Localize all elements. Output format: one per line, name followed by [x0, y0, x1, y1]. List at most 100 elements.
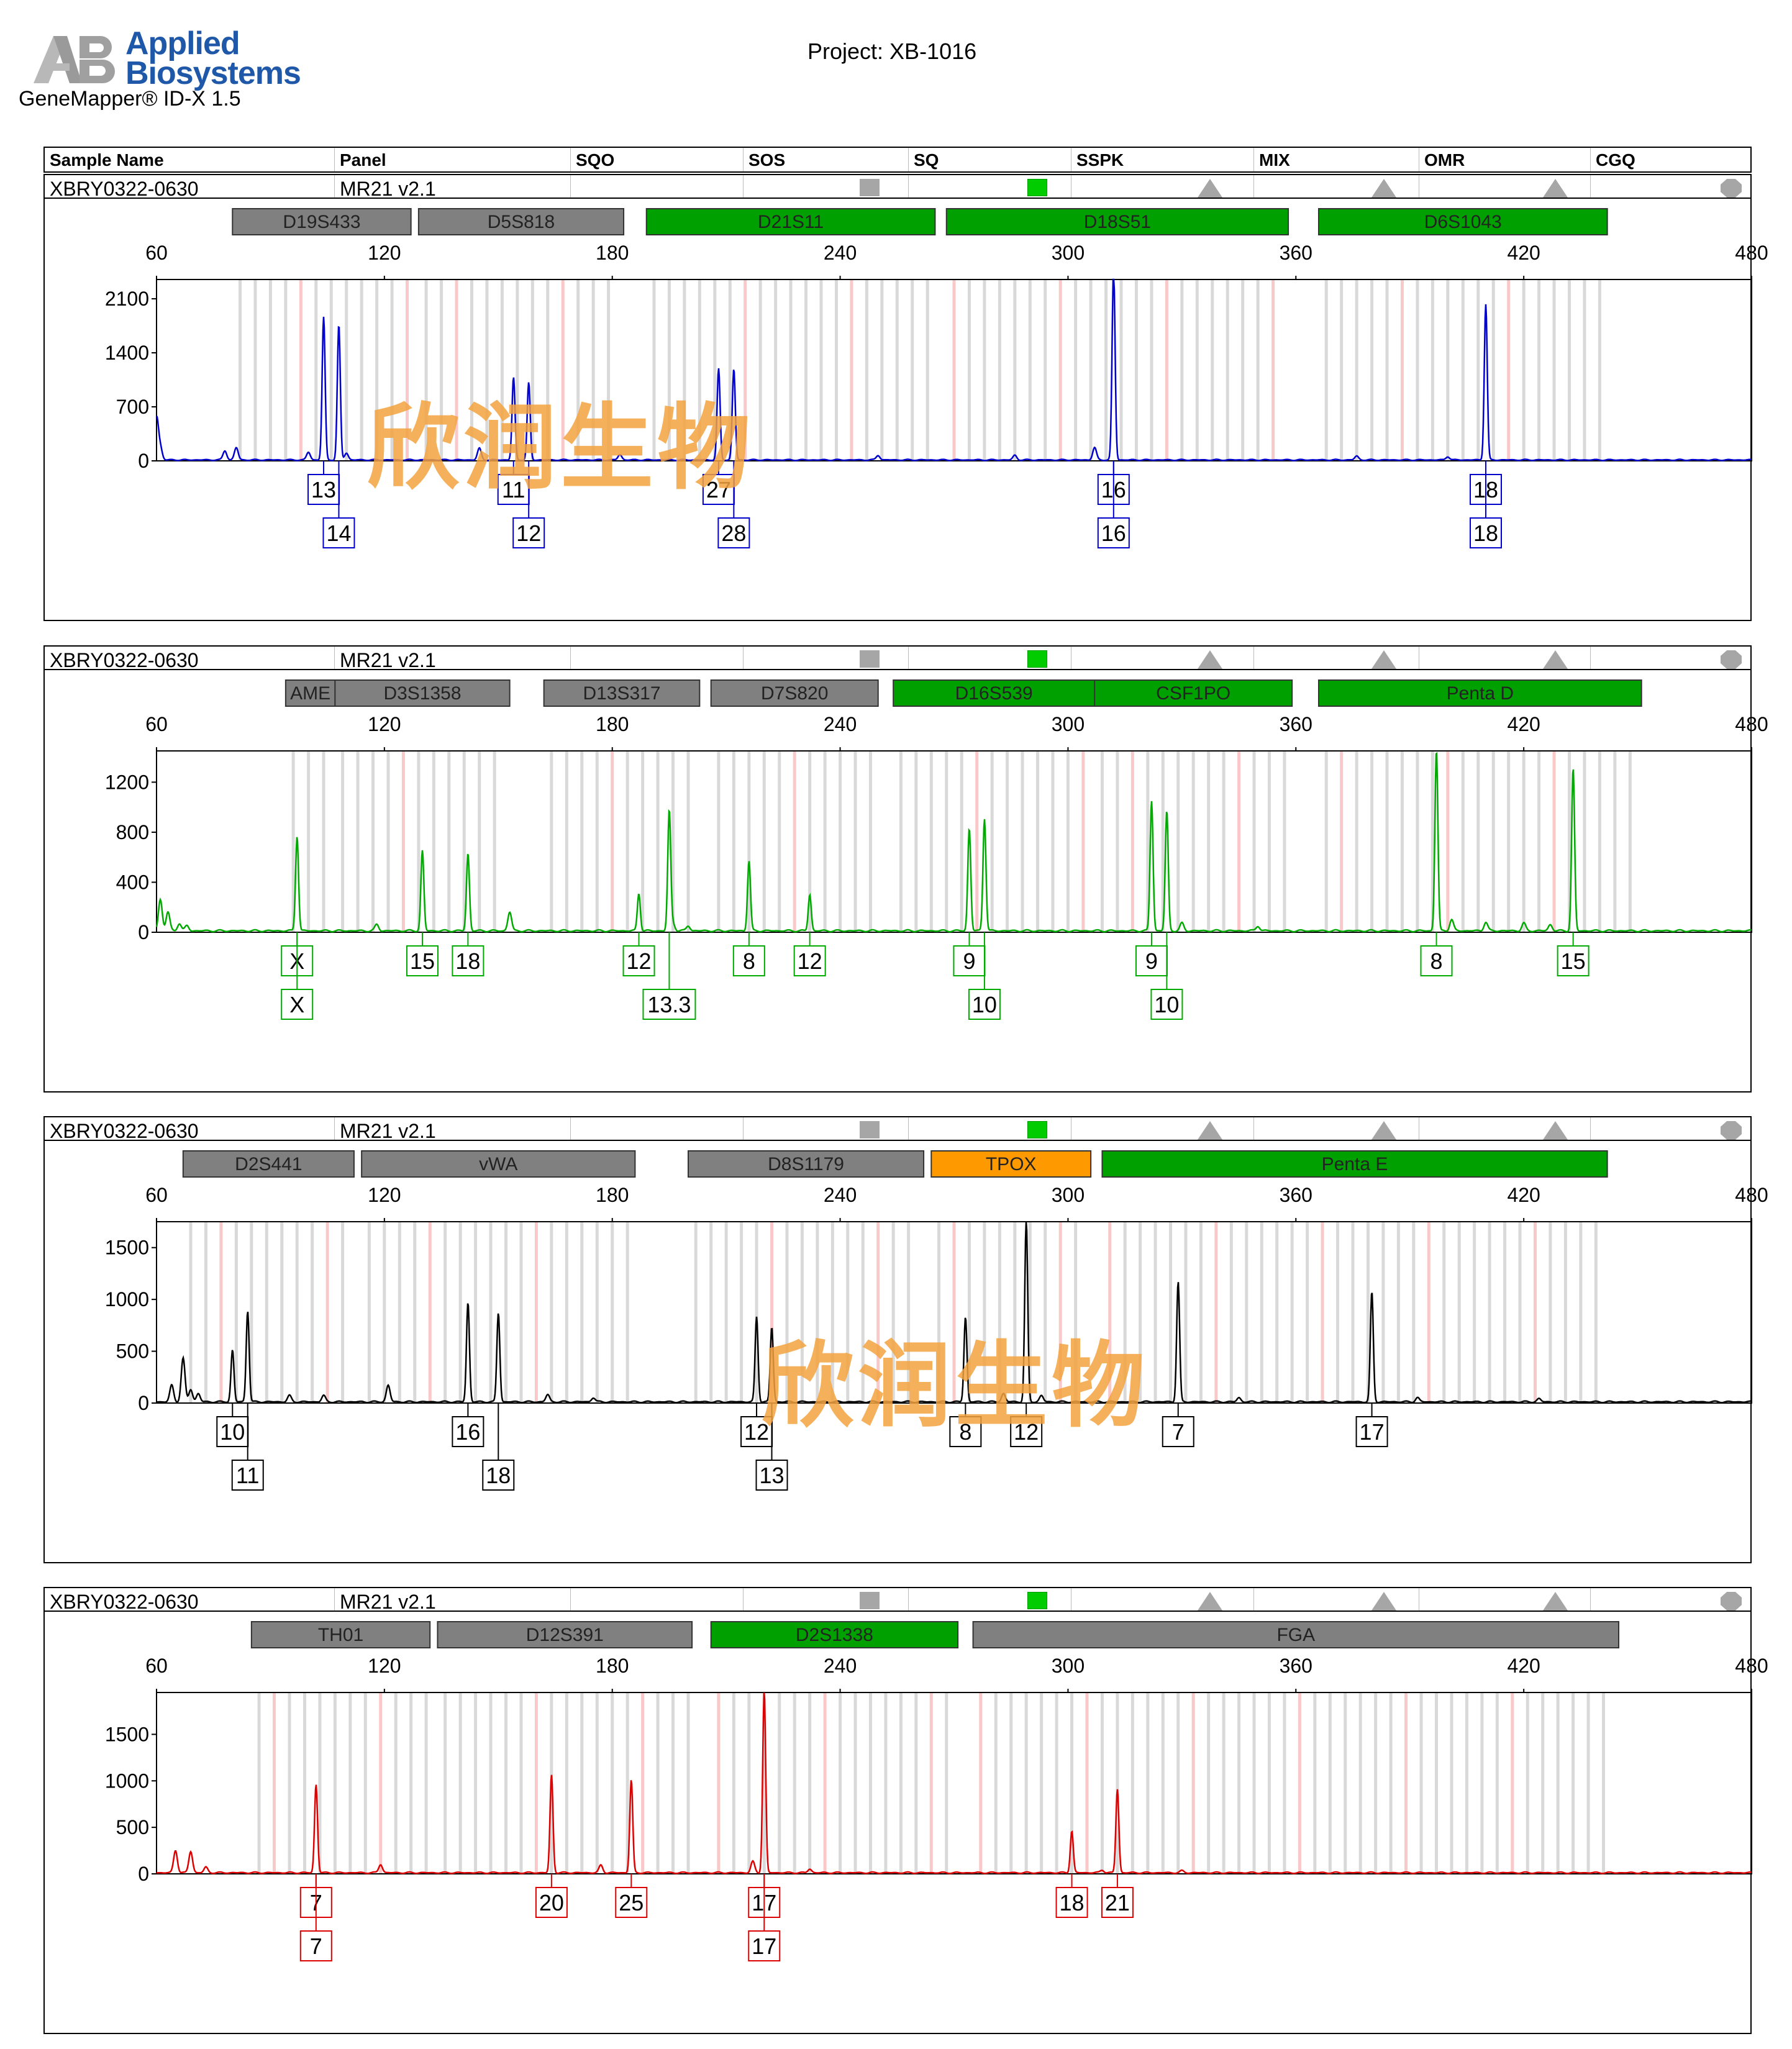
- sq-status-icon[interactable]: [1027, 1592, 1047, 1609]
- allele-call-label[interactable]: 17: [748, 1874, 781, 1961]
- allele-call-text: 8: [743, 948, 755, 974]
- marker-d5s818[interactable]: D5S818: [417, 208, 625, 235]
- allele-call-label[interactable]: 10: [216, 1403, 249, 1447]
- marker-d19s433[interactable]: D19S433: [232, 208, 412, 235]
- allele-call-label[interactable]: 12: [1010, 1403, 1043, 1447]
- column-omr[interactable]: OMR: [1419, 148, 1590, 171]
- mix-status-icon[interactable]: [1371, 1592, 1396, 1611]
- allele-call-label[interactable]: 15: [406, 932, 439, 976]
- cgq-status-icon[interactable]: [1721, 1121, 1742, 1140]
- allele-call-label[interactable]: 9: [1135, 932, 1168, 976]
- x-tick-label: 180: [596, 713, 629, 735]
- omr-status-icon[interactable]: [1543, 650, 1568, 669]
- cgq-status-icon[interactable]: [1721, 650, 1742, 669]
- marker-ame[interactable]: AME: [284, 679, 336, 707]
- marker-d2s441[interactable]: D2S441: [182, 1150, 355, 1178]
- allele-call-label[interactable]: 7: [299, 1874, 332, 1961]
- allele-call-text: 12: [744, 1419, 769, 1445]
- allele-call-label[interactable]: 12: [512, 461, 545, 548]
- sspk-status-icon[interactable]: [1198, 1121, 1222, 1140]
- marker-d6s1043[interactable]: D6S1043: [1317, 208, 1608, 235]
- marker-d7s820[interactable]: D7S820: [710, 679, 879, 707]
- allele-call-label[interactable]: 9: [953, 932, 986, 976]
- marker-d16s539[interactable]: D16S539: [893, 679, 1096, 707]
- allele-call-label[interactable]: 25: [615, 1874, 648, 1918]
- cgq-status-icon[interactable]: [1721, 179, 1742, 198]
- marker-d2s1338[interactable]: D2S1338: [710, 1621, 959, 1648]
- allele-call-label[interactable]: 18: [482, 1403, 515, 1491]
- omr-status-icon[interactable]: [1543, 1592, 1568, 1611]
- sspk-status-icon[interactable]: [1198, 1592, 1222, 1611]
- sq-status-icon[interactable]: [1027, 1121, 1047, 1138]
- allele-call-label[interactable]: 14: [322, 461, 355, 548]
- marker-fga[interactable]: FGA: [972, 1621, 1619, 1648]
- allele-call-label[interactable]: 17: [1355, 1403, 1388, 1447]
- allele-call-label[interactable]: 12: [740, 1403, 773, 1447]
- column-sample-name[interactable]: Sample Name: [50, 150, 164, 170]
- marker-vwa[interactable]: vWA: [361, 1150, 636, 1178]
- marker-penta-d[interactable]: Penta D: [1317, 679, 1642, 707]
- sos-status-icon[interactable]: [860, 1592, 880, 1609]
- marker-d18s51[interactable]: D18S51: [945, 208, 1289, 235]
- column-divider: [908, 175, 909, 198]
- allele-call-label[interactable]: 8: [732, 932, 765, 976]
- column-sq[interactable]: SQ: [908, 148, 1071, 171]
- sos-status-icon[interactable]: [860, 650, 880, 668]
- sspk-status-icon[interactable]: [1198, 650, 1222, 669]
- column-panel[interactable]: Panel: [334, 148, 570, 171]
- marker-d8s1179[interactable]: D8S1179: [688, 1150, 925, 1178]
- sspk-status-icon[interactable]: [1198, 179, 1222, 198]
- mix-status-icon[interactable]: [1371, 1121, 1396, 1140]
- allele-call-label[interactable]: 13: [755, 1403, 788, 1491]
- mix-status-icon[interactable]: [1371, 179, 1396, 198]
- allele-bins: [257, 1692, 1606, 1874]
- allele-call-label[interactable]: 20: [535, 1874, 568, 1918]
- marker-tpox[interactable]: TPOX: [930, 1150, 1092, 1178]
- column-sos[interactable]: SOS: [743, 148, 908, 171]
- sq-status-icon[interactable]: [1027, 650, 1047, 668]
- allele-call-label[interactable]: 21: [1101, 1874, 1134, 1918]
- allele-call-label[interactable]: 11: [231, 1403, 264, 1491]
- allele-call-label[interactable]: 10: [968, 932, 1001, 1020]
- omr-status-icon[interactable]: [1543, 1121, 1568, 1140]
- allele-call-label[interactable]: 13: [307, 461, 340, 505]
- marker-label: D5S818: [488, 212, 555, 232]
- allele-call-label[interactable]: 27: [702, 461, 735, 505]
- allele-call-label[interactable]: 15: [1557, 932, 1590, 976]
- allele-call-text: 15: [410, 948, 435, 974]
- column-mix[interactable]: MIX: [1253, 148, 1419, 171]
- sq-status-icon[interactable]: [1027, 179, 1047, 196]
- allele-call-label[interactable]: 11: [497, 461, 530, 505]
- marker-d3s1358[interactable]: D3S1358: [334, 679, 511, 707]
- allele-call-label[interactable]: 18: [1470, 461, 1502, 548]
- sos-status-icon[interactable]: [860, 1121, 880, 1138]
- marker-th01[interactable]: TH01: [250, 1621, 431, 1648]
- allele-call-label[interactable]: 16: [1097, 461, 1130, 548]
- column-sspk[interactable]: SSPK: [1071, 148, 1253, 171]
- quality-indicators: [45, 1588, 1750, 1611]
- allele-call-label[interactable]: 12: [793, 932, 826, 976]
- allele-call-label[interactable]: 18: [1055, 1874, 1088, 1918]
- marker-penta-e[interactable]: Penta E: [1101, 1150, 1608, 1178]
- mix-status-icon[interactable]: [1371, 650, 1396, 669]
- allele-call-label[interactable]: X: [281, 932, 314, 1020]
- allele-call-label[interactable]: 8: [949, 1403, 982, 1447]
- allele-call-label[interactable]: 13.3: [642, 932, 696, 1020]
- allele-call-label[interactable]: 7: [1162, 1403, 1194, 1447]
- marker-csf1po[interactable]: CSF1PO: [1094, 679, 1293, 707]
- column-sqo[interactable]: SQO: [570, 148, 743, 171]
- sample-row[interactable]: XBRY0322-0630 MR21 v2.1: [43, 174, 1752, 200]
- cgq-status-icon[interactable]: [1721, 1592, 1742, 1611]
- marker-d12s391[interactable]: D12S391: [437, 1621, 693, 1648]
- sos-status-icon[interactable]: [860, 179, 880, 196]
- allele-call-label[interactable]: 8: [1420, 932, 1453, 976]
- allele-call-label[interactable]: 16: [452, 1403, 484, 1447]
- omr-status-icon[interactable]: [1543, 179, 1568, 198]
- allele-call-label[interactable]: 10: [1150, 932, 1183, 1020]
- column-cgq[interactable]: CGQ: [1590, 148, 1750, 171]
- allele-call-label[interactable]: 18: [452, 932, 484, 976]
- marker-d13s317[interactable]: D13S317: [543, 679, 701, 707]
- allele-call-label[interactable]: 28: [717, 461, 750, 548]
- allele-call-label[interactable]: 12: [622, 932, 655, 976]
- marker-d21s11[interactable]: D21S11: [645, 208, 936, 235]
